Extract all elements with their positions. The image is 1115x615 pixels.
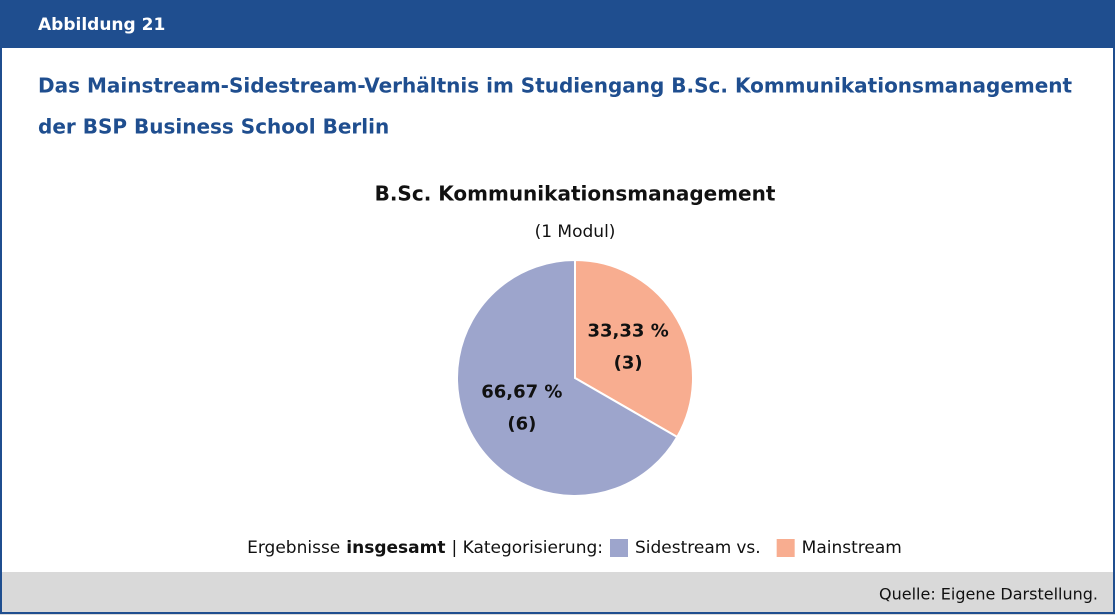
heading: Das Mainstream-Sidestream-Verhältnis im …	[38, 74, 1073, 98]
pie-slice	[456, 258, 679, 497]
legend-text: | Kategorisierung:	[451, 538, 603, 558]
footer-bar	[0, 572, 1115, 615]
legend-swatch	[776, 539, 795, 557]
legend-separator: vs.	[736, 538, 760, 558]
count-label: (6)	[507, 414, 536, 435]
heading: der BSP Business School Berlin	[38, 115, 389, 139]
value-label: 33,33 %	[588, 320, 669, 341]
legend-label: Mainstream	[802, 538, 902, 558]
figure-label: Abbildung 21	[38, 15, 165, 35]
header-bar	[0, 0, 1115, 48]
legend-text: Ergebnisse	[247, 538, 340, 558]
legend-text: insgesamt	[346, 538, 445, 558]
chart-subtitle: (1 Modul)	[535, 222, 616, 242]
source: Quelle: Eigene Darstellung.	[879, 585, 1098, 604]
legend-caption: Ergebnisse insgesamt | Kategorisierung:	[247, 538, 603, 558]
legend-swatch	[610, 539, 628, 557]
pie-slice	[574, 258, 694, 439]
count-label: (3)	[614, 352, 643, 373]
value-label: 66,67 %	[481, 382, 562, 403]
chart-title: B.Sc. Kommunikationsmanagement	[375, 182, 776, 206]
legend-label: Sidestream	[635, 538, 731, 558]
